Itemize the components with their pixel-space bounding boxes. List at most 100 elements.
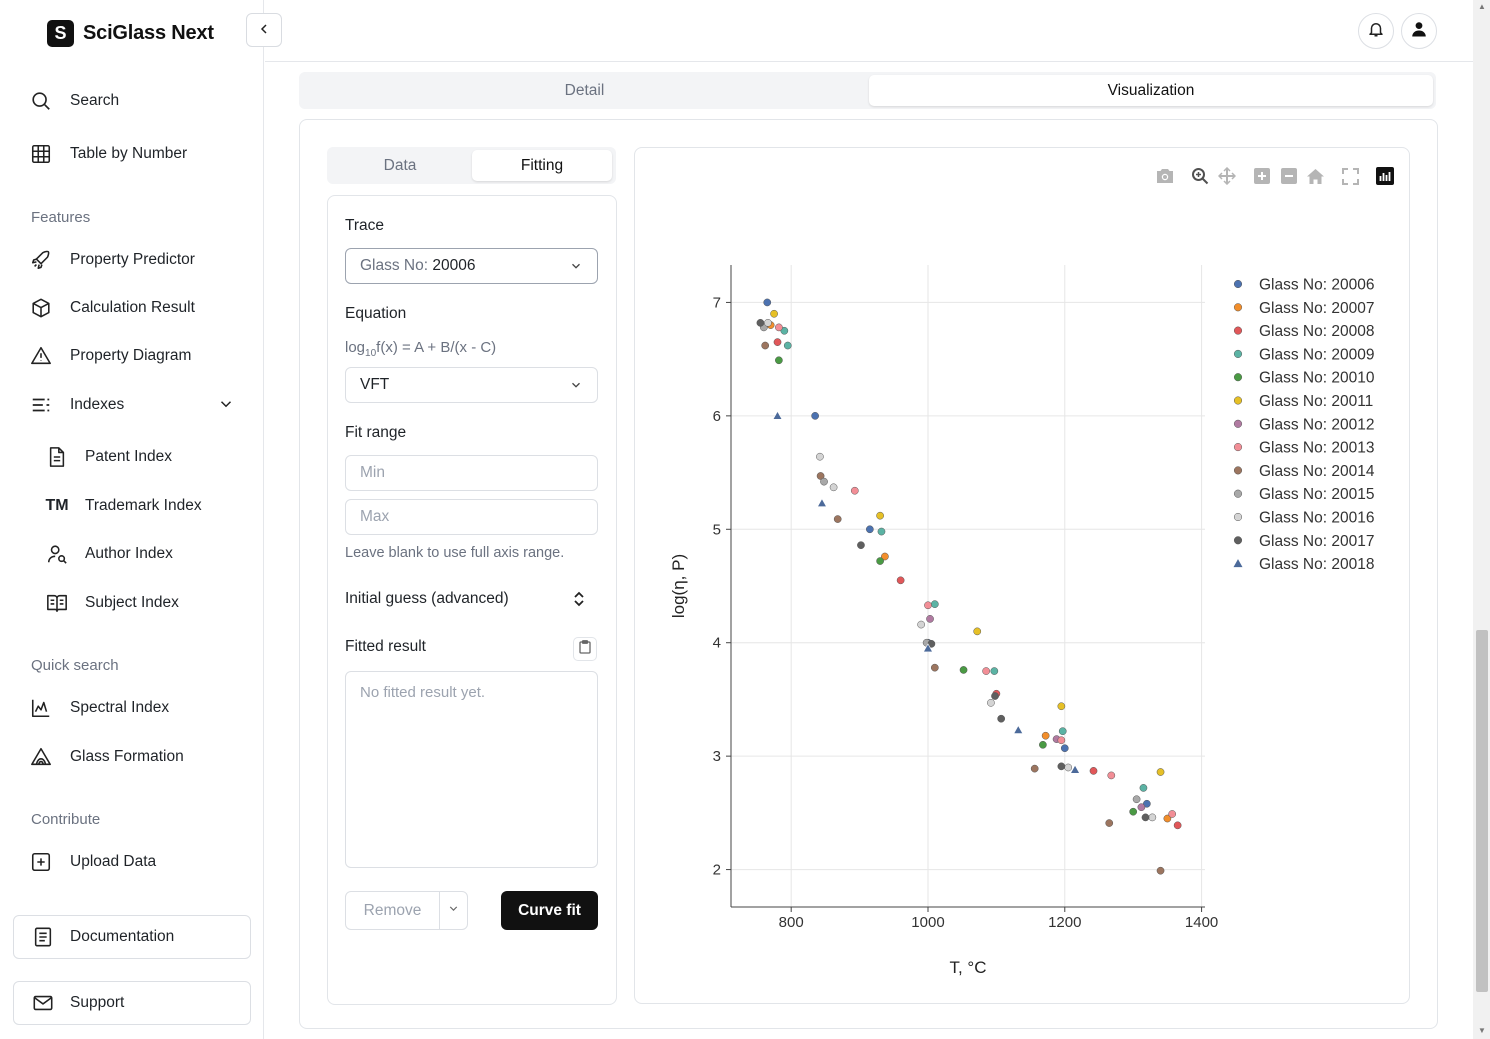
trace-prefix: Glass No:	[360, 257, 429, 274]
sidebar-item-search[interactable]: Search	[30, 89, 119, 113]
documentation-button[interactable]: Documentation	[13, 915, 251, 959]
tab-fitting[interactable]: Fitting	[472, 150, 612, 181]
account-button[interactable]	[1401, 13, 1437, 49]
autoscale-icon[interactable]	[1339, 166, 1361, 186]
plus-square-icon	[30, 851, 52, 873]
fit-range-min-input[interactable]	[345, 455, 598, 491]
sub-tabs: Data Fitting	[327, 147, 616, 184]
brand-logo-icon: S	[47, 20, 74, 47]
copy-result-button[interactable]	[573, 637, 597, 661]
sidebar-item-label: Search	[70, 92, 120, 109]
sidebar-item-patent-index[interactable]: Patent Index	[46, 445, 172, 469]
sidebar-item-indexes[interactable]: Indexes	[30, 393, 235, 417]
remove-options-button[interactable]	[440, 892, 467, 929]
top-bar	[265, 0, 1473, 62]
collapse-sidebar-button[interactable]	[246, 13, 282, 47]
documentation-label: Documentation	[70, 928, 175, 945]
rocket-icon	[30, 249, 52, 271]
mail-icon	[32, 992, 54, 1014]
section-title-quick-search: Quick search	[31, 657, 119, 674]
triangle-region-icon	[30, 746, 52, 768]
bell-icon	[1367, 20, 1385, 43]
sidebar-item-label: Table by Number	[70, 145, 188, 162]
initial-guess-label: Initial guess (advanced)	[345, 590, 509, 607]
sidebar-item-spectral-index[interactable]: Spectral Index	[30, 696, 169, 720]
tab-visualization[interactable]: Visualization	[869, 75, 1433, 106]
sidebar-item-label: Property Diagram	[70, 347, 192, 364]
user-search-icon	[46, 543, 68, 565]
sidebar-item-trademark-index[interactable]: TM Trademark Index	[45, 494, 201, 518]
zoom-out-icon[interactable]	[1278, 166, 1300, 186]
list-icon	[30, 394, 52, 416]
chevron-left-icon	[256, 21, 272, 40]
triangle-diagram-icon	[30, 345, 52, 367]
fit-range-label: Fit range	[345, 424, 407, 441]
chevron-down-icon	[569, 378, 583, 397]
chevrons-up-down-icon	[572, 590, 586, 613]
notifications-button[interactable]	[1358, 13, 1394, 49]
fitted-result-label: Fitted result	[345, 638, 426, 655]
camera-icon[interactable]	[1154, 166, 1176, 186]
remove-button-group: Remove	[345, 891, 468, 930]
curve-fit-button[interactable]: Curve fit	[501, 891, 598, 930]
equation-value: VFT	[360, 376, 390, 393]
sidebar-item-upload-data[interactable]: Upload Data	[30, 850, 156, 874]
sidebar-item-property-predictor[interactable]: Property Predictor	[30, 248, 195, 272]
tab-detail[interactable]: Detail	[564, 81, 605, 99]
tab-data[interactable]: Data	[383, 156, 417, 174]
section-title-contribute: Contribute	[31, 811, 101, 828]
brand-name: SciGlass Next	[83, 22, 214, 44]
fit-range-max-input[interactable]	[345, 499, 598, 535]
sidebar-item-label: Upload Data	[70, 853, 157, 870]
chevron-down-icon	[569, 259, 583, 278]
sidebar-item-label: Glass Formation	[70, 748, 184, 765]
sidebar-item-label: Calculation Result	[70, 299, 195, 316]
sidebar-item-glass-formation[interactable]: Glass Formation	[30, 745, 184, 769]
trace-select[interactable]: Glass No: 20006	[345, 248, 598, 284]
sidebar-item-subject-index[interactable]: Subject Index	[46, 591, 179, 615]
sidebar-item-label: Indexes	[70, 396, 125, 413]
chevron-down-icon	[447, 902, 460, 920]
support-label: Support	[70, 994, 125, 1011]
trace-value: 20006	[432, 257, 476, 274]
support-button[interactable]: Support	[13, 981, 251, 1025]
sidebar-item-label: Spectral Index	[70, 699, 170, 716]
chevron-down-icon[interactable]	[217, 395, 235, 418]
trace-label: Trace	[345, 217, 385, 234]
pan-icon[interactable]	[1216, 166, 1238, 186]
scrollbar-thumb[interactable]	[1476, 630, 1488, 992]
sidebar-item-author-index[interactable]: Author Index	[46, 542, 173, 566]
sidebar-item-calculation-result[interactable]: Calculation Result	[30, 296, 195, 320]
sidebar-item-property-diagram[interactable]: Property Diagram	[30, 344, 191, 368]
sidebar-item-table-by-number[interactable]: Table by Number	[30, 142, 187, 166]
formula-sub: 10	[365, 348, 377, 359]
chart-card	[634, 147, 1410, 1004]
document-text-icon	[32, 926, 54, 948]
remove-button[interactable]: Remove	[346, 892, 440, 929]
line-chart-icon	[30, 697, 52, 719]
scroll-down-icon[interactable]: ▼	[1478, 1026, 1486, 1035]
initial-guess-toggle[interactable]: Initial guess (advanced)	[345, 590, 590, 608]
home-icon[interactable]	[1304, 166, 1326, 186]
fitted-result-textarea[interactable]	[345, 671, 598, 868]
book-icon	[46, 592, 68, 614]
search-icon	[30, 90, 52, 112]
user-icon	[1410, 20, 1428, 43]
equation-formula: log10f(x) = A + B/(x - C)	[345, 339, 496, 359]
fit-range-hint: Leave blank to use full axis range.	[345, 545, 565, 561]
sidebar-item-label: Author Index	[85, 545, 173, 562]
formula-post: f(x) = A + B/(x - C)	[376, 339, 497, 356]
zoom-icon[interactable]	[1189, 166, 1211, 186]
sidebar-item-label: Subject Index	[85, 594, 179, 611]
formula-pre: log	[345, 339, 366, 356]
brand[interactable]: S SciGlass Next	[47, 20, 214, 47]
zoom-in-icon[interactable]	[1251, 166, 1273, 186]
equation-select[interactable]: VFT	[345, 367, 598, 403]
scroll-up-icon[interactable]: ▲	[1478, 2, 1486, 11]
sidebar-item-label: Patent Index	[85, 448, 173, 465]
plotly-logo-icon[interactable]	[1374, 166, 1396, 186]
main-tabs: Detail Visualization	[299, 72, 1436, 109]
fitting-card	[327, 195, 617, 1005]
clipboard-icon	[579, 639, 591, 659]
equation-label: Equation	[345, 305, 407, 322]
